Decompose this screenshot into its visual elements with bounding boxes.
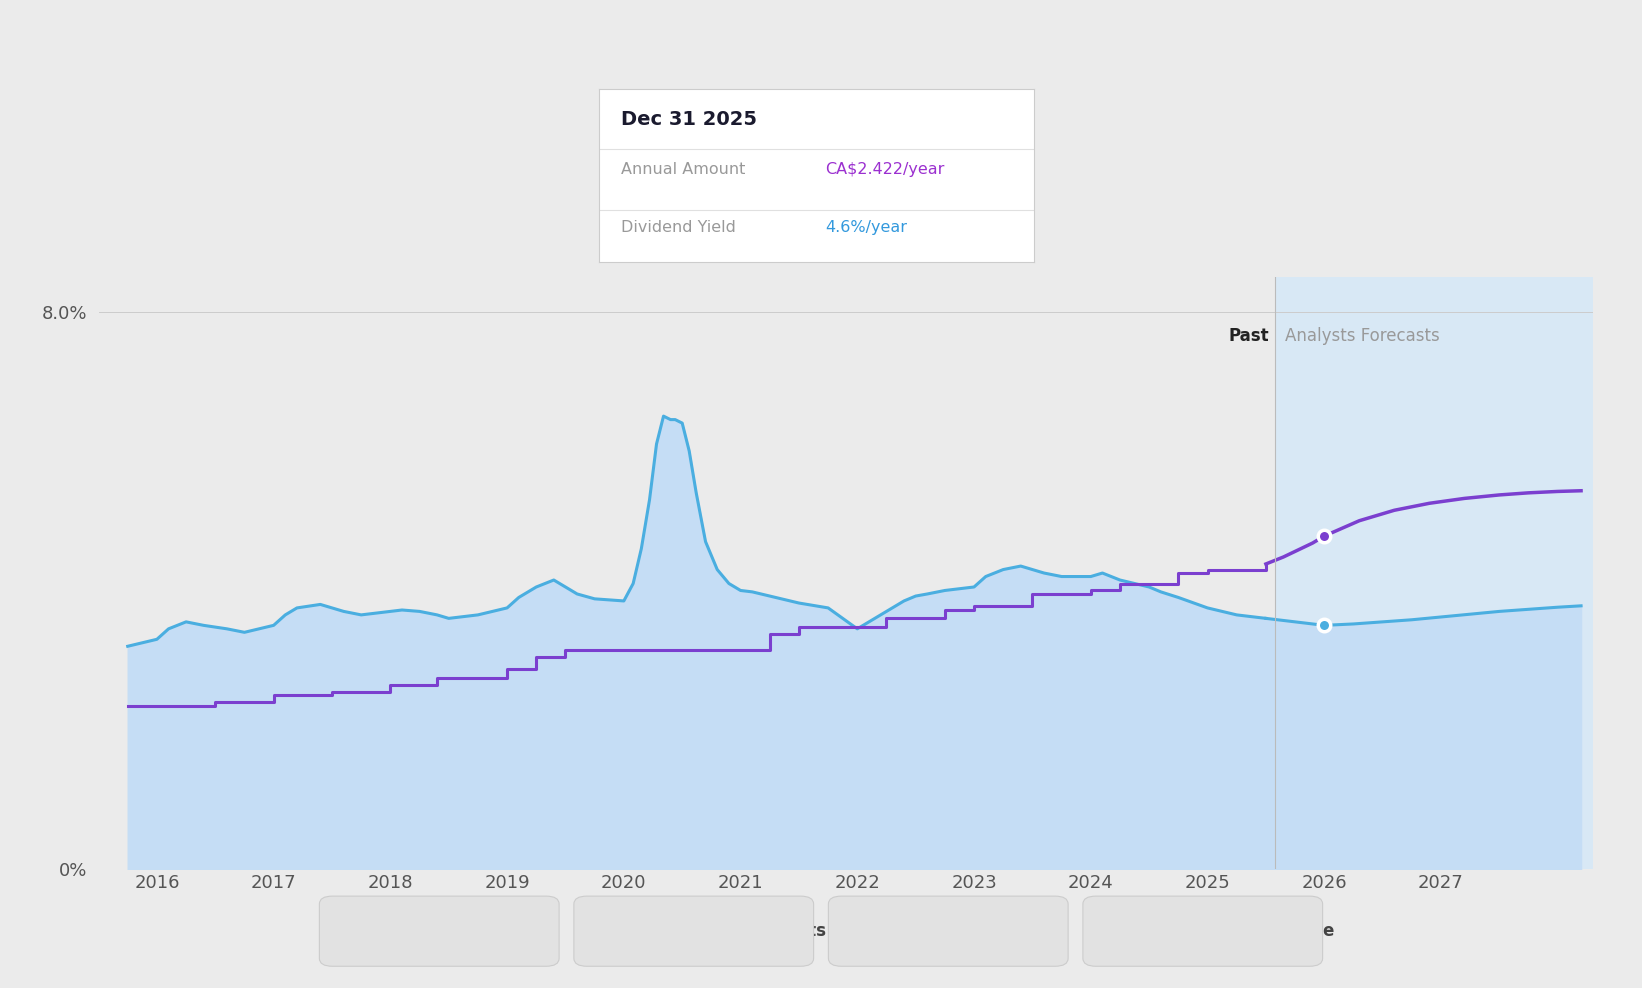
- Text: Analysts Forecasts: Analysts Forecasts: [1284, 327, 1440, 345]
- Bar: [1276, 277, 1593, 869]
- Text: 4.6%/year: 4.6%/year: [826, 220, 908, 235]
- Text: Dec 31 2025: Dec 31 2025: [621, 110, 757, 128]
- Text: Annual Amount: Annual Amount: [900, 922, 1044, 941]
- Text: CA$2.422/year: CA$2.422/year: [826, 162, 946, 177]
- Text: Dividend Yield: Dividend Yield: [391, 922, 527, 941]
- Text: Past: Past: [1228, 327, 1269, 345]
- Text: Dividend Payments: Dividend Payments: [647, 922, 826, 941]
- Text: Dividend Yield: Dividend Yield: [621, 220, 736, 235]
- Text: Annual Amount: Annual Amount: [621, 162, 745, 177]
- Text: Earnings Per Share: Earnings Per Share: [1156, 922, 1335, 941]
